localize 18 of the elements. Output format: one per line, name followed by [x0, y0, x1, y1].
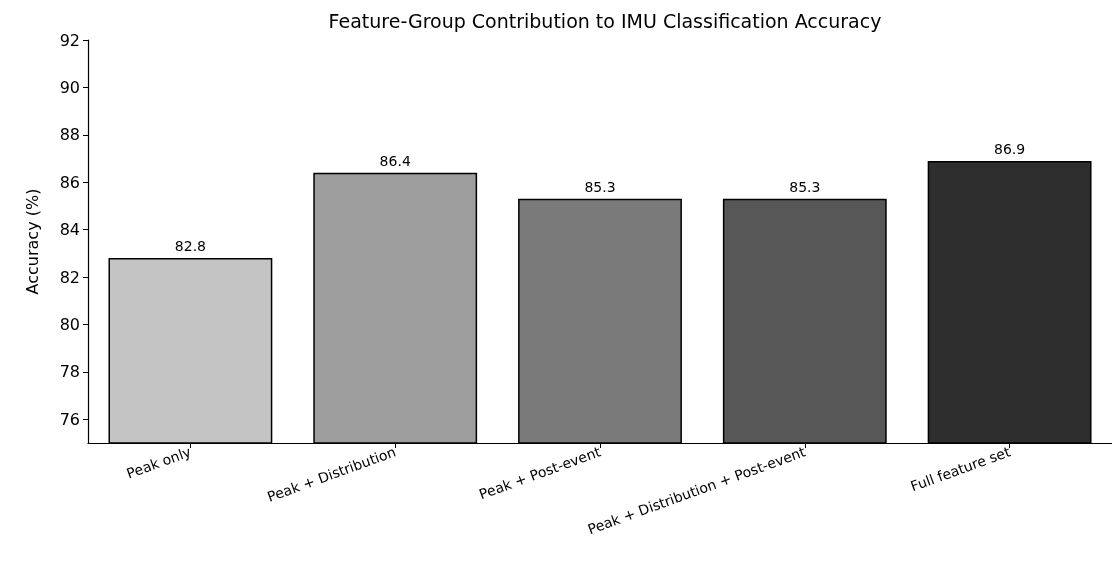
y-tick-label: 80	[59, 314, 80, 334]
data-label: 82.8	[174, 238, 206, 255]
data-label: 86.9	[994, 140, 1026, 157]
data-label: 86.4	[379, 152, 411, 169]
y-tick-label: 90	[59, 77, 80, 97]
y-tick-label: 84	[59, 220, 80, 240]
data-label: 85.3	[789, 178, 821, 195]
chart-title: Feature-Group Contribution to IMU Classification Accuracy	[328, 9, 882, 32]
x-tick-label: Full feature set	[908, 443, 1013, 495]
x-tick-label: Peak only	[124, 443, 194, 482]
y-axis-title: Accuracy (%)	[22, 188, 42, 295]
y-tick-label: 88	[59, 125, 80, 145]
y-tick-label: 86	[59, 172, 80, 192]
y-tick-label: 76	[59, 409, 80, 429]
y-tick-label: 92	[59, 30, 80, 50]
y-tick-label: 82	[59, 267, 80, 287]
data-label: 85.3	[584, 178, 616, 195]
y-tick-label: 78	[59, 362, 80, 382]
